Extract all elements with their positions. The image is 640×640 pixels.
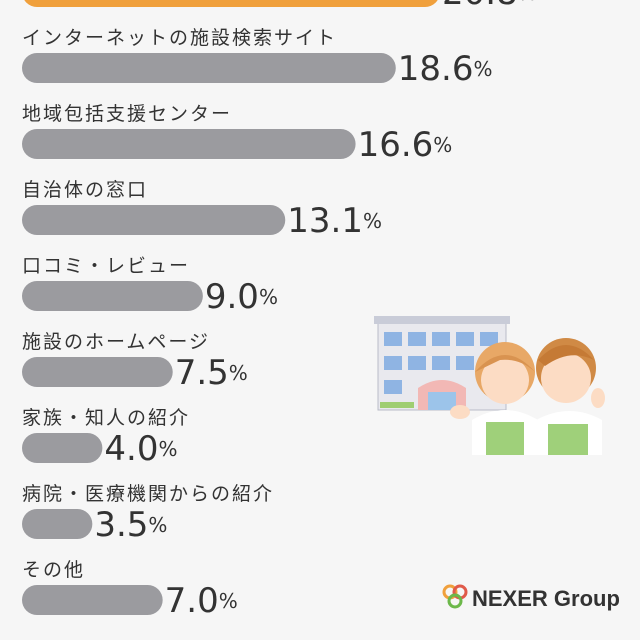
bar — [22, 433, 103, 463]
value-label: 18.6% — [398, 49, 493, 89]
category-label: 施設のホームページ — [22, 331, 210, 353]
category-label: その他 — [22, 559, 85, 581]
bar — [22, 357, 173, 387]
category-label: 地域包括支援センター — [22, 103, 232, 125]
bar — [22, 205, 286, 235]
illustration — [374, 316, 605, 455]
logo-icon — [442, 584, 468, 609]
value-label: 3.5% — [94, 505, 167, 545]
value-label: 16.6% — [358, 125, 453, 165]
bar — [24, 0, 438, 7]
bar — [22, 585, 163, 615]
category-label: 病院・医療機関からの紹介 — [22, 483, 274, 505]
bar — [22, 509, 93, 539]
value-label: 4.0% — [104, 429, 177, 469]
value-label: 7.5% — [175, 353, 248, 393]
value-label: 9.0% — [205, 277, 278, 317]
logo-text: NEXER Group — [472, 586, 620, 611]
value-label: 20.8% — [442, 0, 537, 13]
category-label: 家族・知人の紹介 — [22, 407, 190, 429]
category-label: インターネットの施設検索サイト — [22, 27, 337, 49]
category-label: 自治体の窓口 — [22, 179, 148, 201]
bar — [22, 281, 203, 311]
category-label: 口コミ・レビュー — [22, 255, 190, 277]
bar — [22, 129, 356, 159]
value-label: 7.0% — [165, 581, 238, 621]
value-label: 13.1% — [287, 201, 382, 241]
bar — [22, 53, 396, 83]
